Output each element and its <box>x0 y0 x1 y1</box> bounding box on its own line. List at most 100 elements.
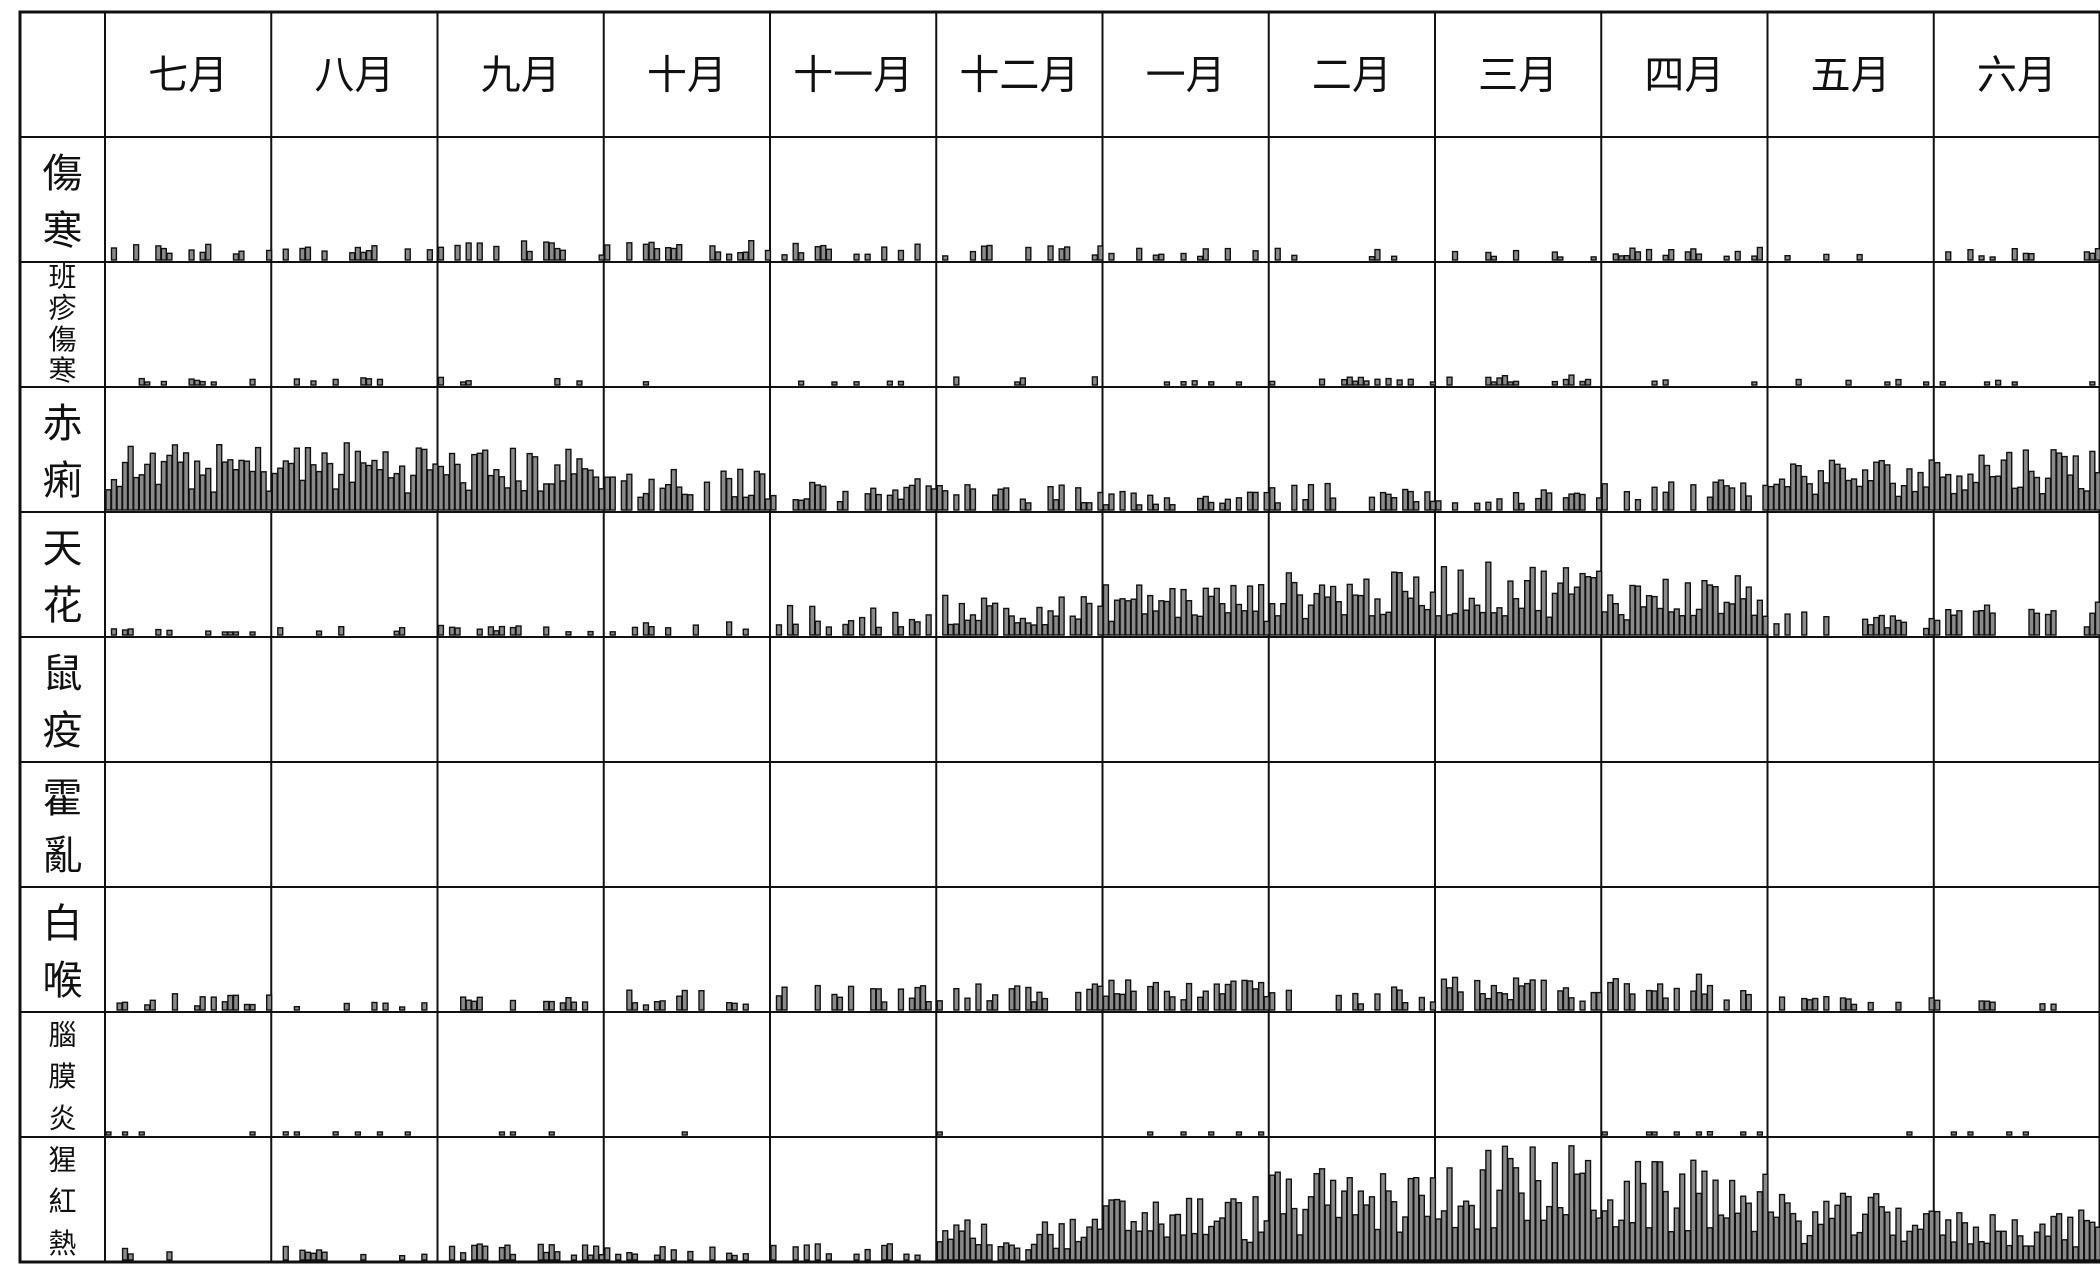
bar-mark <box>1341 379 1348 386</box>
bar-mark <box>1579 572 1586 636</box>
bar-mark <box>1690 248 1697 261</box>
bar-mark <box>1823 616 1830 636</box>
bar-mark <box>1457 569 1464 636</box>
bar-mark <box>1025 986 1032 1011</box>
bar-mark <box>360 377 367 386</box>
bar-mark <box>1601 483 1608 511</box>
bar-mark <box>1706 1130 1714 1136</box>
bar-mark <box>1873 616 1880 636</box>
bar-mark <box>1651 1160 1658 1261</box>
disease-label-char: 炎 <box>48 1102 76 1135</box>
bar-mark <box>2078 488 2085 511</box>
bar-mark <box>116 485 123 511</box>
bar-mark <box>775 995 783 1011</box>
bar-mark <box>1086 602 1093 636</box>
bar-mark <box>1163 497 1171 511</box>
bar-mark <box>1690 1159 1697 1261</box>
bar-mark <box>1861 1213 1869 1261</box>
bar-mark <box>1629 247 1636 261</box>
bar-mark <box>548 1244 555 1261</box>
bar-mark <box>138 474 145 511</box>
bar-mark <box>1141 613 1148 636</box>
disease-label-char: 鼠 <box>43 651 83 697</box>
bar-mark <box>426 469 433 511</box>
bar-mark <box>1895 619 1902 636</box>
bar-mark <box>1911 1224 1919 1261</box>
bar-mark <box>1379 1173 1387 1261</box>
bar-mark <box>548 1131 555 1136</box>
bar-mark <box>2083 490 2090 511</box>
bar-mark <box>421 1002 428 1011</box>
bar-mark <box>1634 585 1642 636</box>
bar-mark <box>1108 979 1115 1011</box>
bar-mark <box>1313 1172 1320 1261</box>
bar-mark <box>1241 610 1248 636</box>
bar-mark <box>1130 492 1137 511</box>
bar-mark <box>1390 986 1398 1011</box>
bar-mark <box>476 452 483 511</box>
bar-mark <box>1263 620 1270 636</box>
bar-mark <box>210 381 217 386</box>
bar-mark <box>1535 1179 1542 1261</box>
bar-mark <box>177 461 184 511</box>
bar-mark <box>1429 381 1437 386</box>
bar-mark <box>1784 1202 1791 1261</box>
bar-mark <box>892 611 899 636</box>
bar-mark <box>1324 596 1331 636</box>
bar-mark <box>565 448 572 511</box>
bar-mark <box>1490 1227 1498 1261</box>
bar-mark <box>1075 487 1082 511</box>
bar-mark <box>393 472 400 511</box>
bar-mark <box>1723 999 1730 1011</box>
bar-mark <box>576 380 583 386</box>
bar-mark <box>1030 624 1038 636</box>
bar-mark <box>465 999 472 1011</box>
bar-mark <box>493 469 500 511</box>
bar-mark <box>626 989 633 1011</box>
bar-mark <box>1579 1000 1586 1011</box>
bar-mark <box>1468 597 1475 636</box>
bar-mark <box>1363 380 1370 386</box>
bar-mark <box>1224 247 1232 261</box>
bar-mark <box>227 994 234 1011</box>
bar-mark <box>2094 472 2100 511</box>
bar-mark <box>1468 1204 1475 1261</box>
bar-mark <box>1568 593 1575 636</box>
bar-mark <box>897 498 905 511</box>
bar-mark <box>1185 1197 1193 1261</box>
bar-mark <box>1850 1234 1858 1261</box>
bar-mark <box>1645 595 1653 636</box>
bar-mark <box>659 1000 666 1011</box>
bar-mark <box>249 378 256 386</box>
bar-mark <box>742 1003 749 1011</box>
bar-mark <box>2089 1221 2096 1261</box>
bar-mark <box>814 620 821 636</box>
bar-mark <box>1474 502 1481 511</box>
bar-mark <box>1019 617 1027 636</box>
bar-mark <box>349 481 356 511</box>
bar-mark <box>1734 575 1741 636</box>
bar-mark <box>548 242 555 261</box>
bar-mark <box>1230 980 1237 1011</box>
bar-mark <box>1485 251 1492 261</box>
bar-mark <box>1357 594 1365 636</box>
bar-mark <box>964 619 971 636</box>
bar-mark <box>1529 1146 1536 1261</box>
bar-mark <box>1956 475 1963 511</box>
bar-mark <box>321 250 328 261</box>
bar-mark <box>1784 613 1791 636</box>
bar-mark <box>798 380 805 386</box>
bar-mark <box>975 619 982 636</box>
bar-mark <box>1612 603 1619 636</box>
bar-mark <box>1474 979 1481 1011</box>
bar-mark <box>160 247 167 261</box>
bar-mark <box>742 496 749 511</box>
bar-mark <box>460 1252 467 1261</box>
bar-mark <box>587 469 594 511</box>
bar-mark <box>1961 1222 1969 1261</box>
bar-mark <box>1590 1209 1597 1261</box>
bar-mark <box>1551 251 1559 261</box>
bar-mark <box>1036 606 1043 636</box>
bar-mark <box>343 442 350 511</box>
bar-mark <box>1906 468 1913 511</box>
